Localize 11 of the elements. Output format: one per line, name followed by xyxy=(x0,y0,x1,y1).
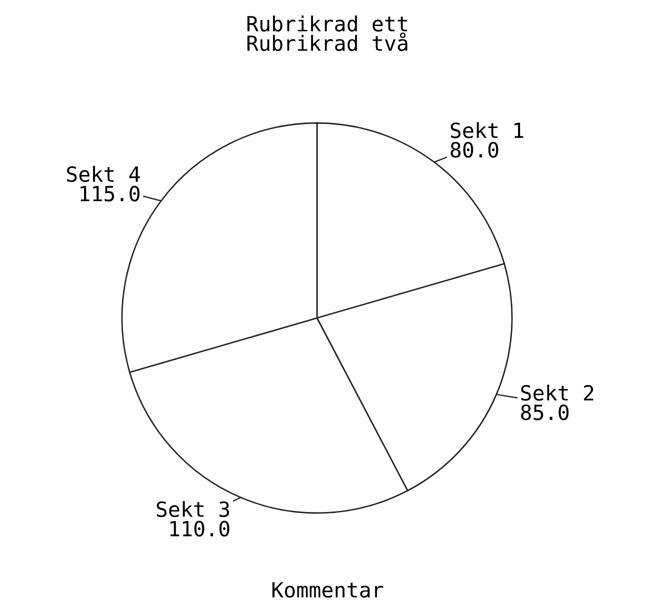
chart-title: Rubrikrad ett xyxy=(247,15,407,32)
slice-label: Sekt 1 xyxy=(450,122,524,138)
data-label: 115.0 xyxy=(80,186,140,202)
slice-label: Sekt 3 xyxy=(156,500,230,518)
data-label: 80.0 xyxy=(450,142,498,158)
slice-label: Sekt 4 xyxy=(67,166,140,182)
data-label: 110.0 xyxy=(170,520,230,537)
slice-label: Sekt 2 xyxy=(521,384,594,401)
data-label: 85.0 xyxy=(521,404,569,420)
text: Kommentar xyxy=(272,582,384,598)
chart-subtitle: Rubrikrad två xyxy=(247,32,408,52)
